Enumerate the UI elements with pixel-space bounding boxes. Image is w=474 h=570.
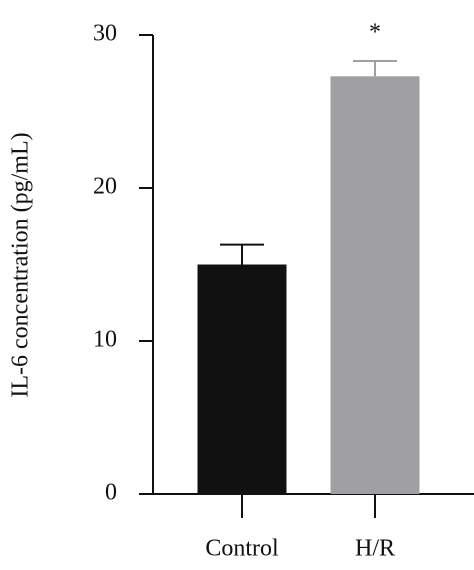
annotation: * (369, 20, 381, 46)
bar (330, 76, 420, 494)
y-tick-label: 10 (93, 327, 117, 353)
y-tick-label: 20 (93, 174, 117, 200)
y-axis-label: IL-6 concentration (pg/mL) (8, 132, 34, 397)
bar (197, 264, 287, 494)
y-tick-label: 0 (105, 480, 117, 506)
x-tick-label: Control (205, 536, 279, 562)
x-tick-label: H/R (355, 536, 395, 562)
y-tick-label: 30 (93, 21, 117, 47)
